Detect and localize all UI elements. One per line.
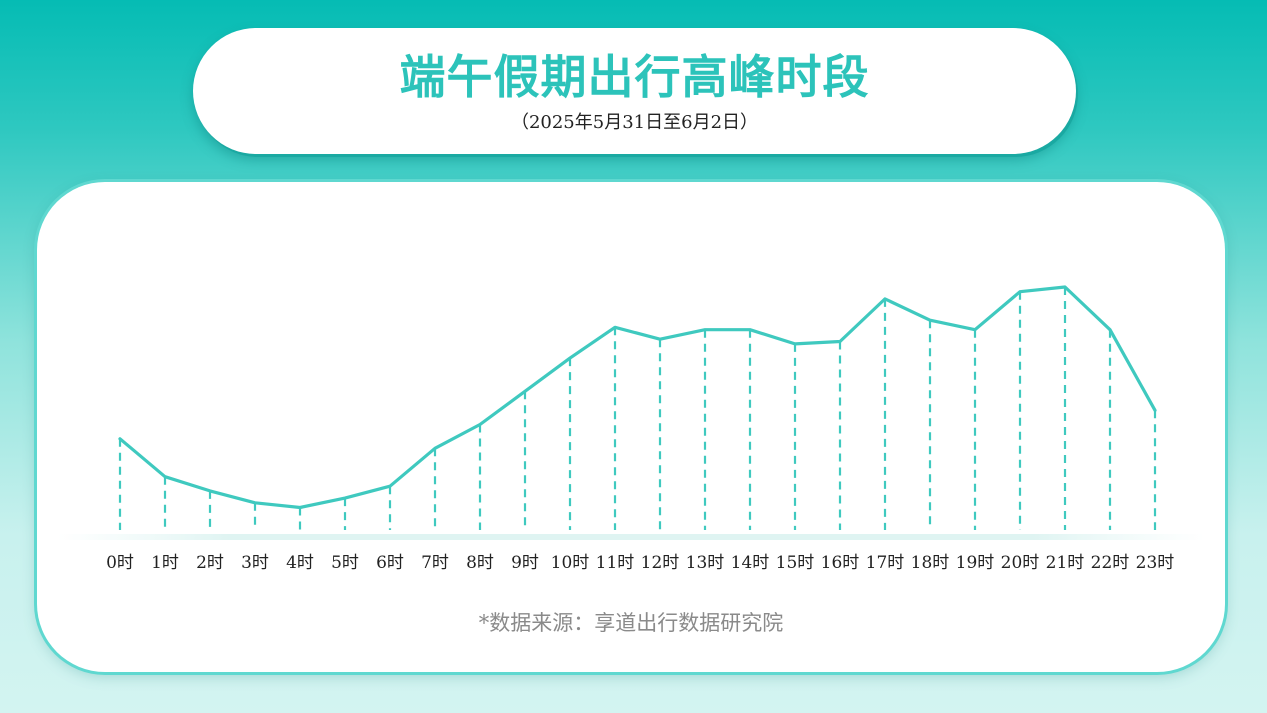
x-tick-label: 6时 [376,553,404,573]
data-source-note: *数据来源：享道出行数据研究院 [478,611,784,635]
x-tick-label: 11时 [596,553,635,573]
line-chart: 0时 1时 2时 3时 4时 5时 6时 7时 8时 9时 10时 11时 12时 13时 14时 15时 16… [57,285,1205,573]
x-tick-label: 0时 [106,553,134,573]
x-tick-label: 10时 [551,553,590,573]
baseline [57,534,1205,540]
x-tick-label: 22时 [1091,553,1130,573]
x-tick-label: 21时 [1046,553,1085,573]
x-tick-label: 2时 [196,553,224,573]
x-axis-tick-labels: 0时 1时 2时 3时 4时 5时 6时 7时 8时 9时 10时 11时 12时 13时 14时 15时 16… [106,553,1174,573]
x-tick-label: 20时 [1001,553,1040,573]
x-tick-label: 17时 [866,553,905,573]
x-tick-label: 16时 [821,553,860,573]
x-tick-label: 19时 [956,553,995,573]
x-tick-label: 14时 [731,553,770,573]
x-tick-label: 5时 [331,553,359,573]
x-tick-label: 9时 [511,553,539,573]
x-tick-label: 18时 [911,553,950,573]
x-tick-label: 4时 [286,553,314,573]
drop-lines [118,287,1157,530]
title-card: 端午假期出行高峰时段 （2025年5月31日至6月2日） [193,28,1076,154]
chart-subtitle: （2025年5月31日至6月2日） [510,112,759,133]
series-line [118,285,1157,510]
x-tick-label: 23时 [1136,553,1175,573]
x-tick-label: 8时 [466,553,494,573]
chart-card: 0时 1时 2时 3时 4时 5时 6时 7时 8时 9时 10时 11时 12时 13时 14时 15时 16… [37,182,1225,672]
x-tick-label: 7时 [421,553,449,573]
x-tick-label: 3时 [241,553,269,573]
x-tick-label: 15时 [776,553,815,573]
x-tick-label: 12时 [641,553,680,573]
x-tick-label: 1时 [151,553,179,573]
x-tick-label: 13时 [686,553,725,573]
chart-title: 端午假期出行高峰时段 [399,50,870,104]
